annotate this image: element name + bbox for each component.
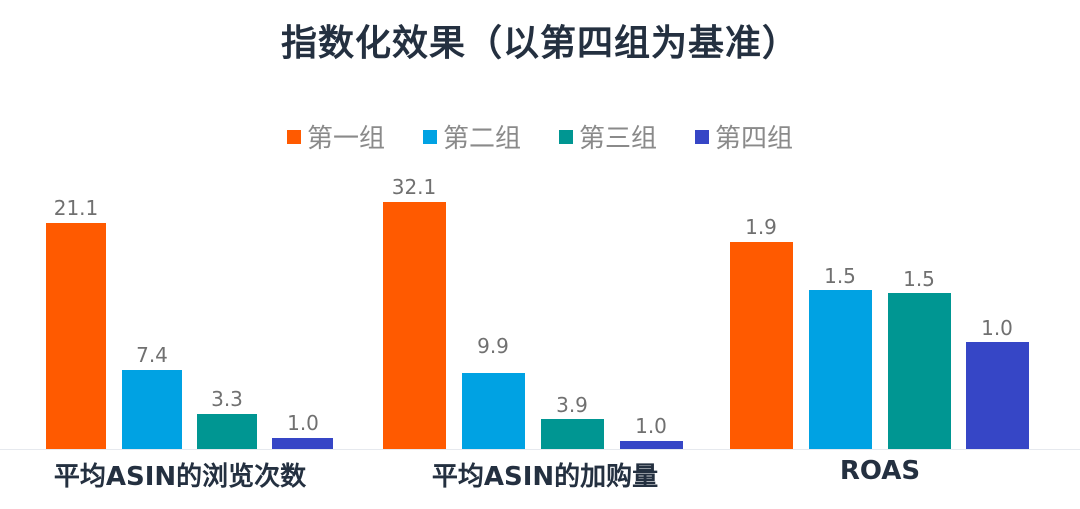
- bar-views-group1: [46, 223, 106, 449]
- legend-item-group2: 第二组: [422, 118, 521, 155]
- legend-item-group3: 第三组: [559, 118, 657, 155]
- value-label: 1.0: [287, 411, 319, 435]
- value-label: 1.5: [903, 267, 935, 291]
- legend-label: 第三组: [579, 124, 658, 154]
- bar-roas-group4: [966, 342, 1029, 449]
- legend-swatch-icon: [559, 129, 573, 144]
- value-label: 32.1: [391, 175, 437, 199]
- value-label: 1.0: [981, 316, 1013, 340]
- bar-roas-group2: [809, 290, 872, 449]
- legend-label: 第四组: [715, 124, 794, 154]
- bar-views-group4: [272, 438, 333, 449]
- chart-title: 指数化效果（以第四组为基准）: [280, 23, 799, 64]
- category-label-roas: ROAS: [839, 456, 921, 486]
- legend-label: 第一组: [306, 124, 385, 154]
- value-label: 3.9: [556, 393, 588, 417]
- x-axis-line: [0, 449, 1080, 450]
- legend-swatch-icon: [695, 129, 710, 144]
- legend-label: 第二组: [442, 124, 521, 154]
- value-label: 21.1: [53, 196, 99, 220]
- value-label: 1.9: [745, 215, 777, 239]
- bar-addtocart-group3: [541, 419, 604, 449]
- bar-addtocart-group2: [462, 373, 525, 449]
- bar-views-group3: [197, 414, 257, 449]
- bar-roas-group3: [888, 293, 951, 449]
- value-label: 7.4: [136, 343, 168, 367]
- value-label: 3.3: [211, 387, 243, 411]
- category-label-views: 平均ASIN的浏览次数: [53, 462, 307, 492]
- legend: 第一组 第二组 第三组 第四组: [0, 118, 1080, 155]
- bar-views-group2: [122, 370, 182, 449]
- value-label: 9.9: [477, 334, 509, 358]
- legend-swatch-icon: [286, 129, 301, 144]
- legend-item-group4: 第四组: [695, 118, 793, 155]
- legend-item-group1: 第一组: [286, 118, 385, 155]
- bar-addtocart-group1: [383, 202, 446, 449]
- category-label-addtocart: 平均ASIN的加购量: [431, 462, 659, 492]
- bar-roas-group1: [730, 242, 793, 449]
- value-label: 1.5: [824, 264, 856, 288]
- legend-swatch-icon: [422, 129, 437, 144]
- value-label: 1.0: [635, 414, 667, 438]
- bar-addtocart-group4: [620, 441, 683, 449]
